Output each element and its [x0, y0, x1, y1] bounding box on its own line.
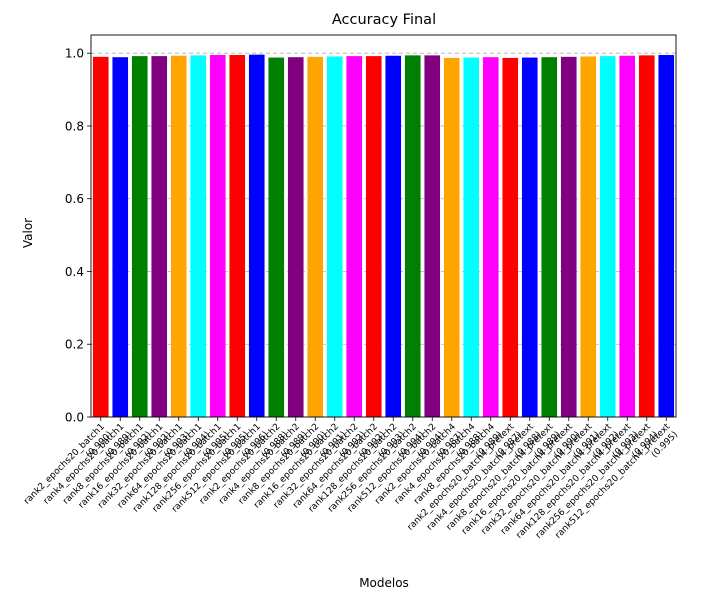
x-axis-label: Modelos: [359, 576, 409, 590]
bar: [541, 57, 558, 417]
bar: [190, 55, 207, 418]
y-tick-label: 1.0: [65, 47, 84, 61]
bar: [560, 56, 577, 417]
bar: [170, 55, 187, 417]
y-ticks: 0.0 0.2 0.4 0.6 0.8 1.0: [65, 47, 91, 425]
bar: [599, 56, 616, 417]
bar: [443, 57, 460, 418]
bar: [404, 55, 421, 418]
bar: [619, 55, 636, 417]
bar: [248, 54, 265, 417]
bar: [638, 55, 655, 418]
y-tick-label: 0.0: [65, 411, 84, 425]
y-tick-label: 0.2: [65, 338, 84, 352]
bar: [385, 55, 402, 417]
bar: [482, 57, 499, 417]
bars: [92, 54, 675, 418]
bar: [131, 56, 148, 417]
y-tick-label: 0.8: [65, 119, 84, 133]
bar: [346, 56, 363, 417]
y-tick-label: 0.6: [65, 192, 84, 206]
plot-frame: [90, 34, 677, 418]
y-axis-label: Valor: [21, 218, 35, 248]
bar: [268, 57, 285, 418]
bar: [307, 56, 324, 417]
axes: [90, 34, 677, 418]
bar: [112, 57, 129, 417]
y-tick-label: 0.4: [65, 265, 84, 279]
bar: [580, 56, 597, 418]
bar: [229, 55, 246, 418]
bar: [521, 57, 538, 418]
bar: [658, 55, 675, 418]
bar: [463, 57, 480, 418]
chart-title: Accuracy Final: [332, 12, 436, 28]
bar: [424, 55, 441, 418]
bar: [365, 56, 382, 417]
bar: [502, 57, 519, 418]
bar: [151, 56, 168, 417]
bar: [326, 56, 343, 418]
bar: [92, 56, 109, 417]
bar: [287, 57, 304, 417]
bar: [209, 55, 226, 418]
